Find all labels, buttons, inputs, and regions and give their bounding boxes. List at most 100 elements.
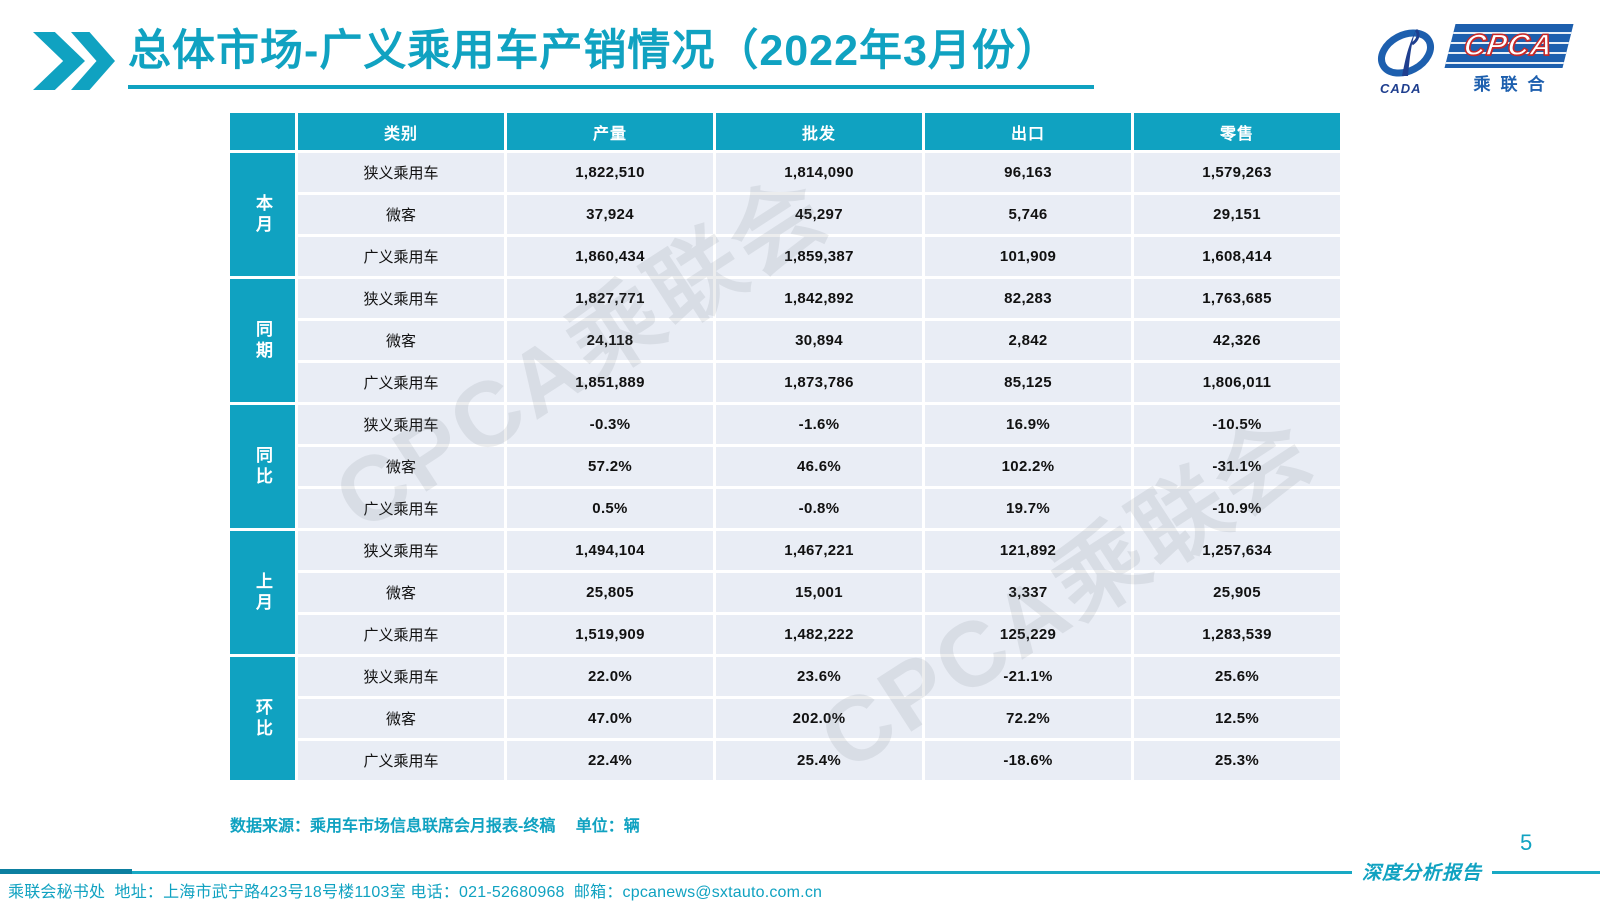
category-cell: 广义乘用车 xyxy=(298,741,504,780)
value-cell: 37,924 xyxy=(507,195,713,234)
value-cell: 1,842,892 xyxy=(716,279,922,318)
column-header: 零售 xyxy=(1134,113,1340,150)
value-cell: 25.3% xyxy=(1134,741,1340,780)
value-cell: -10.9% xyxy=(1134,489,1340,528)
category-cell: 狭义乘用车 xyxy=(298,531,504,570)
category-cell: 狭义乘用车 xyxy=(298,153,504,192)
cpca-label: CPCA xyxy=(1461,28,1556,63)
column-header: 出口 xyxy=(925,113,1131,150)
value-cell: 29,151 xyxy=(1134,195,1340,234)
value-cell: 1,494,104 xyxy=(507,531,713,570)
category-cell: 广义乘用车 xyxy=(298,489,504,528)
value-cell: 1,519,909 xyxy=(507,615,713,654)
table-corner-cell xyxy=(230,113,295,150)
cpca-chinese-label: 乘联合 xyxy=(1473,75,1555,94)
data-source-note: 数据来源：乘用车市场信息联席会月报表-终稿 单位：辆 xyxy=(230,818,640,835)
value-cell: 121,892 xyxy=(925,531,1131,570)
category-cell: 狭义乘用车 xyxy=(298,405,504,444)
value-cell: -10.5% xyxy=(1134,405,1340,444)
value-cell: 1,814,090 xyxy=(716,153,922,192)
value-cell: 25.4% xyxy=(716,741,922,780)
row-group-label: 上月 xyxy=(230,531,295,654)
value-cell: 1,482,222 xyxy=(716,615,922,654)
value-cell: 42,326 xyxy=(1134,321,1340,360)
value-cell: 202.0% xyxy=(716,699,922,738)
value-cell: 1,608,414 xyxy=(1134,237,1340,276)
value-cell: 25,905 xyxy=(1134,573,1340,612)
value-cell: 1,827,771 xyxy=(507,279,713,318)
value-cell: 96,163 xyxy=(925,153,1131,192)
value-cell: -31.1% xyxy=(1134,447,1340,486)
value-cell: 1,257,634 xyxy=(1134,531,1340,570)
value-cell: -21.1% xyxy=(925,657,1131,696)
value-cell: 25.6% xyxy=(1134,657,1340,696)
value-cell: 22.0% xyxy=(507,657,713,696)
value-cell: -18.6% xyxy=(925,741,1131,780)
value-cell: 1,806,011 xyxy=(1134,363,1340,402)
value-cell: 85,125 xyxy=(925,363,1131,402)
value-cell: -0.3% xyxy=(507,405,713,444)
footer-divider xyxy=(0,871,1600,874)
category-cell: 微客 xyxy=(298,699,504,738)
value-cell: 101,909 xyxy=(925,237,1131,276)
category-cell: 微客 xyxy=(298,573,504,612)
title-chevrons xyxy=(33,32,115,90)
value-cell: 30,894 xyxy=(716,321,922,360)
value-cell: 12.5% xyxy=(1134,699,1340,738)
value-cell: 82,283 xyxy=(925,279,1131,318)
report-type-label: 深度分析报告 xyxy=(1352,858,1493,885)
cpca-logo: CADA CPCA 乘联合 xyxy=(1372,24,1574,96)
value-cell: 16.9% xyxy=(925,405,1131,444)
column-header: 批发 xyxy=(716,113,922,150)
category-cell: 微客 xyxy=(298,195,504,234)
column-header: 产量 xyxy=(507,113,713,150)
value-cell: 1,283,539 xyxy=(1134,615,1340,654)
category-cell: 微客 xyxy=(298,321,504,360)
value-cell: 72.2% xyxy=(925,699,1131,738)
value-cell: 45,297 xyxy=(716,195,922,234)
cpca-badge: CPCA xyxy=(1444,24,1574,68)
cada-emblem-icon: CADA xyxy=(1372,24,1444,96)
value-cell: 19.7% xyxy=(925,489,1131,528)
value-cell: 1,860,434 xyxy=(507,237,713,276)
row-group-label: 本月 xyxy=(230,153,295,276)
value-cell: 24,118 xyxy=(507,321,713,360)
value-cell: 5,746 xyxy=(925,195,1131,234)
value-cell: -1.6% xyxy=(716,405,922,444)
chevron-right-icon xyxy=(33,32,85,90)
value-cell: 46.6% xyxy=(716,447,922,486)
value-cell: 15,001 xyxy=(716,573,922,612)
value-cell: 57.2% xyxy=(507,447,713,486)
value-cell: 23.6% xyxy=(716,657,922,696)
category-cell: 广义乘用车 xyxy=(298,237,504,276)
category-cell: 狭义乘用车 xyxy=(298,279,504,318)
category-cell: 广义乘用车 xyxy=(298,615,504,654)
value-cell: 2,842 xyxy=(925,321,1131,360)
value-cell: -0.8% xyxy=(716,489,922,528)
value-cell: 125,229 xyxy=(925,615,1131,654)
value-cell: 1,579,263 xyxy=(1134,153,1340,192)
value-cell: 22.4% xyxy=(507,741,713,780)
value-cell: 1,822,510 xyxy=(507,153,713,192)
value-cell: 1,873,786 xyxy=(716,363,922,402)
production-sales-table: 类别 产量 批发 出口 零售 本月 狭义乘用车 1,822,510 1,814,090 96,16… xyxy=(230,113,1340,780)
value-cell: 1,851,889 xyxy=(507,363,713,402)
footer-contact: 乘联会秘书处 地址：上海市武宁路423号18号楼1103室 电话：021-526… xyxy=(8,884,823,901)
value-cell: 1,859,387 xyxy=(716,237,922,276)
value-cell: 47.0% xyxy=(507,699,713,738)
page-title: 总体市场-广义乘用车产销情况（2022年3月份） xyxy=(128,27,1094,90)
value-cell: 102.2% xyxy=(925,447,1131,486)
value-cell: 0.5% xyxy=(507,489,713,528)
page-number: 5 xyxy=(1520,830,1533,855)
value-cell: 3,337 xyxy=(925,573,1131,612)
value-cell: 1,763,685 xyxy=(1134,279,1340,318)
row-group-label: 同期 xyxy=(230,279,295,402)
row-group-label: 同比 xyxy=(230,405,295,528)
row-group-label: 环比 xyxy=(230,657,295,780)
cada-label: CADA xyxy=(1380,81,1422,96)
value-cell: 1,467,221 xyxy=(716,531,922,570)
category-cell: 广义乘用车 xyxy=(298,363,504,402)
column-header: 类别 xyxy=(298,113,504,150)
category-cell: 微客 xyxy=(298,447,504,486)
value-cell: 25,805 xyxy=(507,573,713,612)
